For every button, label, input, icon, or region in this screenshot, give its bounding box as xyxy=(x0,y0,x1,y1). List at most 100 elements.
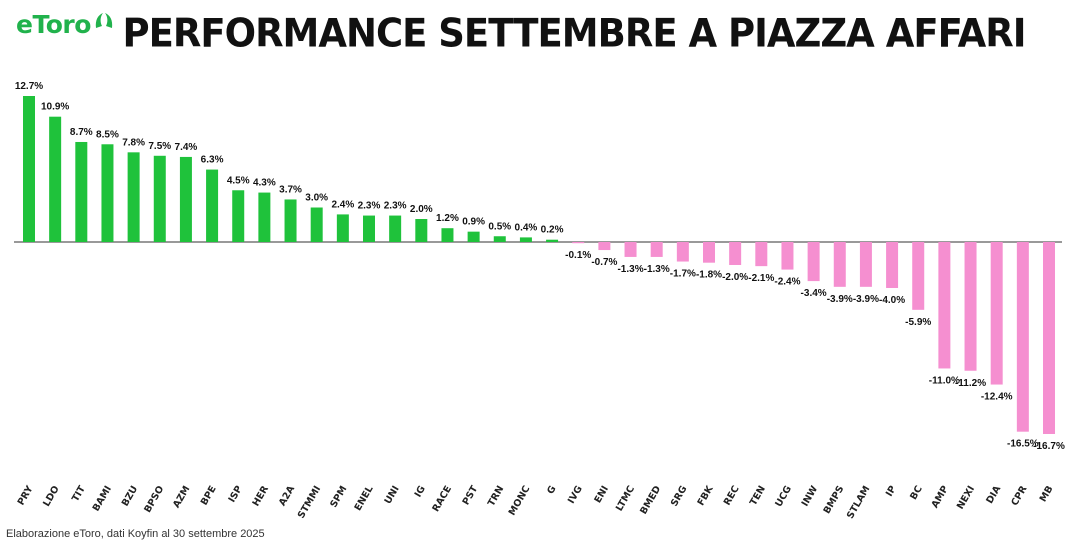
category-label-ivg: IVG xyxy=(566,484,585,506)
category-label-uni: UNI xyxy=(383,484,402,506)
category-label-ucg: UCG xyxy=(773,484,794,509)
category-label-amp: AMP xyxy=(930,484,951,510)
bar-srg xyxy=(676,242,689,262)
category-label-bpe: BPE xyxy=(199,484,219,507)
value-label-cpr: -16.5% xyxy=(1007,439,1039,450)
bar-a2a xyxy=(284,199,297,242)
bar-bc xyxy=(912,242,925,310)
bar-amp xyxy=(938,242,951,369)
value-label-stlam: -3.9% xyxy=(853,294,879,305)
value-label-bzu: 7.8% xyxy=(122,137,145,148)
bar-bami xyxy=(101,144,114,242)
value-label-ltmc: -1.3% xyxy=(617,264,643,275)
bar-isp xyxy=(232,190,245,242)
value-label-ip: -4.0% xyxy=(879,295,905,306)
bar-pry xyxy=(23,96,35,242)
value-label-ig: 2.0% xyxy=(410,204,433,215)
value-label-bc: -5.9% xyxy=(905,317,931,328)
value-label-azm: 7.4% xyxy=(175,142,198,153)
value-label-bpso: 7.5% xyxy=(148,141,171,152)
category-label-g: G xyxy=(545,484,559,496)
bar-trn xyxy=(493,236,506,242)
bar-azm xyxy=(179,156,192,242)
bar-her xyxy=(258,192,271,242)
bull-horns-icon xyxy=(95,12,113,28)
bar-ltmc xyxy=(624,242,637,257)
value-label-race: 1.2% xyxy=(436,213,459,224)
value-label-enel: 2.3% xyxy=(358,201,381,212)
value-label-stmmi: 3.0% xyxy=(305,193,328,204)
bar-inw xyxy=(807,242,820,282)
value-label-dia: -12.4% xyxy=(981,392,1013,403)
category-label-ig: IG xyxy=(413,484,428,499)
value-label-mb: -16.7% xyxy=(1033,441,1065,452)
category-label-azm: AZM xyxy=(171,484,192,510)
category-label-pst: PST xyxy=(461,484,481,508)
bar-bzu xyxy=(127,152,140,242)
category-label-bzu: BZU xyxy=(120,484,140,508)
bar-monc xyxy=(519,237,532,242)
bar-ip xyxy=(886,242,899,288)
value-label-bami: 8.5% xyxy=(96,129,119,140)
bar-ivg xyxy=(572,242,585,244)
bar-nexi xyxy=(964,242,977,371)
bar-bpso xyxy=(153,155,166,242)
value-label-a2a: 3.7% xyxy=(279,184,302,195)
value-label-uni: 2.3% xyxy=(384,201,407,212)
value-label-pst: 0.9% xyxy=(462,217,485,228)
category-label-bmps: BMPS xyxy=(822,484,847,516)
bar-ucg xyxy=(781,242,794,270)
category-label-eni: ENI xyxy=(592,484,611,505)
value-label-pry: 12.7% xyxy=(15,81,43,92)
category-label-her: HER xyxy=(251,483,272,508)
category-label-ten: TEN xyxy=(748,484,768,508)
logo-text: eToro xyxy=(16,10,91,39)
chart-title: PERFORMANCE SETTEMBRE A PIAZZA AFFARI xyxy=(122,10,1026,57)
category-label-isp: ISP xyxy=(227,484,245,505)
bar-uni xyxy=(389,215,402,242)
value-label-her: 4.3% xyxy=(253,178,276,189)
value-label-inw: -3.4% xyxy=(801,288,827,299)
category-label-bmed: BMED xyxy=(638,484,663,517)
category-label-race: RACE xyxy=(430,484,454,514)
value-label-amp: -11.0% xyxy=(929,375,960,386)
etoro-logo: eToro xyxy=(16,10,115,39)
category-label-cpr: CPR xyxy=(1009,483,1029,507)
bar-ldo xyxy=(49,116,62,242)
category-label-ip: IP xyxy=(884,484,899,499)
bar-race xyxy=(441,228,454,242)
value-label-spm: 2.4% xyxy=(331,199,354,210)
value-label-monc: 0.4% xyxy=(515,222,538,233)
value-label-fbk: -1.8% xyxy=(696,270,722,281)
category-label-trn: TRN xyxy=(486,484,506,508)
value-label-ten: -2.1% xyxy=(748,273,774,284)
bar-spm xyxy=(336,214,349,242)
value-label-ucg: -2.4% xyxy=(774,277,800,288)
category-label-pry: PRY xyxy=(16,484,36,507)
value-label-ldo: 10.9% xyxy=(41,102,69,113)
category-label-ldo: LDO xyxy=(41,484,62,509)
category-label-mb: MB xyxy=(1038,484,1056,504)
category-label-bc: BC xyxy=(908,484,925,502)
category-label-stlam: STLAM xyxy=(845,484,873,521)
category-label-bpso: BPSO xyxy=(142,484,166,515)
value-label-isp: 4.5% xyxy=(227,175,250,186)
category-label-bami: BAMI xyxy=(91,484,114,513)
bar-fbk xyxy=(703,242,715,263)
category-label-nexi: NEXI xyxy=(955,484,977,511)
category-label-srg: SRG xyxy=(669,484,690,509)
bar-dia xyxy=(990,242,1003,385)
bar-cpr xyxy=(1016,242,1029,432)
source-note: Elaborazione eToro, dati Koyfin al 30 se… xyxy=(6,528,265,540)
bar-ten xyxy=(755,242,768,267)
category-label-fbk: FBK xyxy=(696,483,716,507)
category-label-stmmi: STMMI xyxy=(296,484,323,520)
bar-pst xyxy=(467,231,480,242)
value-label-eni: -0.7% xyxy=(591,257,617,268)
value-label-g: 0.2% xyxy=(541,225,564,236)
category-label-monc: MONC xyxy=(507,484,533,518)
value-label-bmps: -3.9% xyxy=(827,294,853,305)
category-label-ltmc: LTMC xyxy=(614,484,637,513)
category-label-spm: SPM xyxy=(328,484,349,510)
